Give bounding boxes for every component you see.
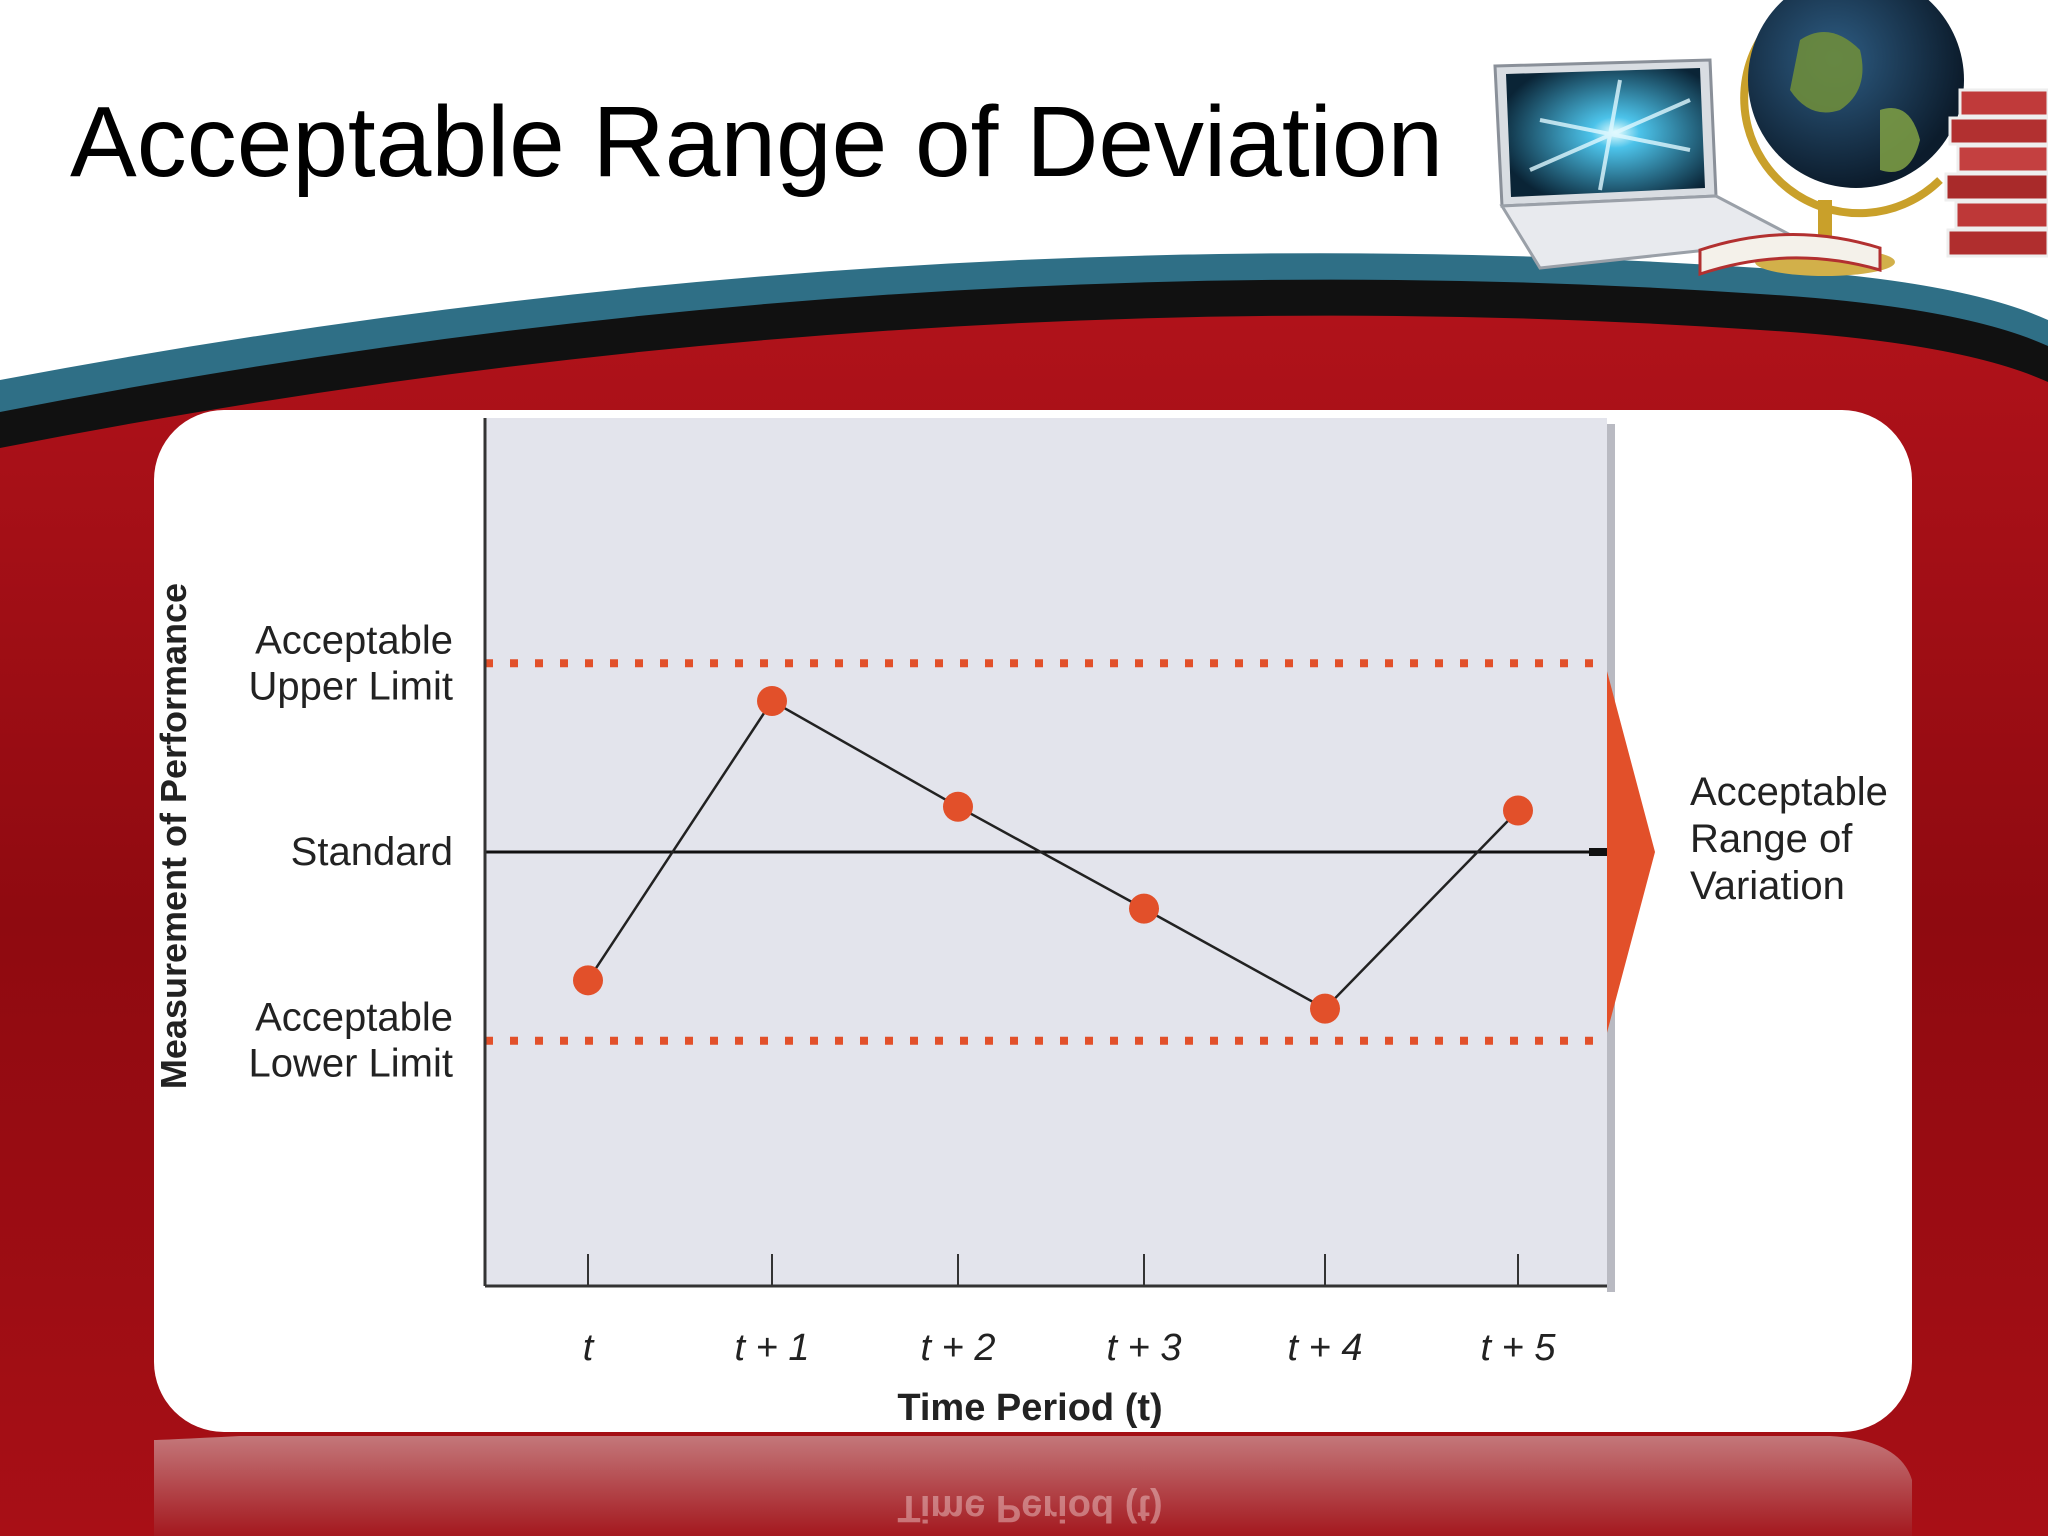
data-point — [943, 791, 973, 822]
data-point — [1310, 993, 1340, 1024]
y-axis-label: Measurement of Performance — [153, 583, 194, 1089]
range-annotation-line: Acceptable — [1690, 770, 1888, 814]
reference-label: Acceptable — [255, 996, 453, 1040]
series-line — [586, 699, 1519, 1011]
range-annotation-line: Range of — [1690, 817, 1853, 861]
x-tick-label: t + 5 — [1481, 1327, 1557, 1369]
laptop-image — [1493, 58, 1806, 270]
x-tick-label: t + 1 — [735, 1327, 810, 1369]
books-image — [1698, 88, 2048, 277]
x-tick-label: t — [583, 1327, 595, 1369]
range-annotation-line: Variation — [1690, 864, 1845, 908]
reference-line-cap — [1589, 848, 1609, 856]
data-point — [573, 965, 603, 996]
reference-label: Standard — [291, 830, 453, 874]
reference-label: Lower Limit — [248, 1042, 453, 1086]
reference-label: Upper Limit — [248, 664, 453, 708]
x-tick-label: t + 3 — [1107, 1327, 1182, 1369]
x-tick-label: t + 4 — [1288, 1327, 1363, 1369]
x-ticks: t t + 1 t + 2 t + 3 t + 4 t + 5 — [583, 1254, 1557, 1369]
data-point — [1129, 893, 1159, 924]
x-tick-label: t + 2 — [921, 1327, 996, 1369]
reflection-text: Time Period (t) t t + 1 t + 2 t + 3 t + … — [897, 1487, 1162, 1529]
series-layer — [573, 686, 1533, 1024]
acceptable-range-bracket — [1607, 671, 1655, 1033]
reference-label: Acceptable — [255, 618, 453, 662]
data-point — [1503, 795, 1533, 826]
x-axis-label: Time Period (t) — [897, 1387, 1162, 1429]
slide-title: Acceptable Range of Deviation — [70, 86, 1444, 198]
svg-text:Time Period (t): Time Period (t) — [897, 1487, 1162, 1529]
data-point — [757, 686, 787, 717]
